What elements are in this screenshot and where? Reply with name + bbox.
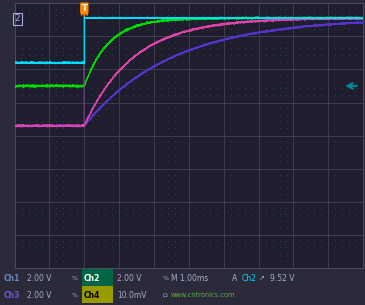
Text: Ch2: Ch2 — [242, 274, 257, 283]
Text: T: T — [81, 4, 87, 13]
Text: A: A — [232, 274, 237, 283]
Text: %: % — [71, 276, 77, 281]
Bar — [82, 269, 113, 286]
Text: Ch4: Ch4 — [83, 291, 100, 300]
Text: %: % — [71, 292, 77, 298]
Text: M 1.00ms: M 1.00ms — [171, 274, 208, 283]
Text: 2.00 V: 2.00 V — [27, 291, 52, 300]
Text: www.cntronics.com: www.cntronics.com — [171, 292, 235, 298]
Text: Ω: Ω — [162, 292, 167, 298]
Text: Ch3: Ch3 — [4, 291, 20, 300]
Text: 2.00 V: 2.00 V — [117, 274, 141, 283]
Text: Ch1: Ch1 — [4, 274, 20, 283]
Text: 2.00 V: 2.00 V — [27, 274, 52, 283]
Text: 10.0mV: 10.0mV — [117, 291, 146, 300]
Text: %: % — [162, 276, 168, 281]
Text: 2: 2 — [15, 14, 20, 23]
Text: 9.52 V: 9.52 V — [270, 274, 295, 283]
Text: Ch2: Ch2 — [83, 274, 100, 283]
Bar — [82, 286, 113, 303]
Text: ↗: ↗ — [259, 275, 265, 281]
